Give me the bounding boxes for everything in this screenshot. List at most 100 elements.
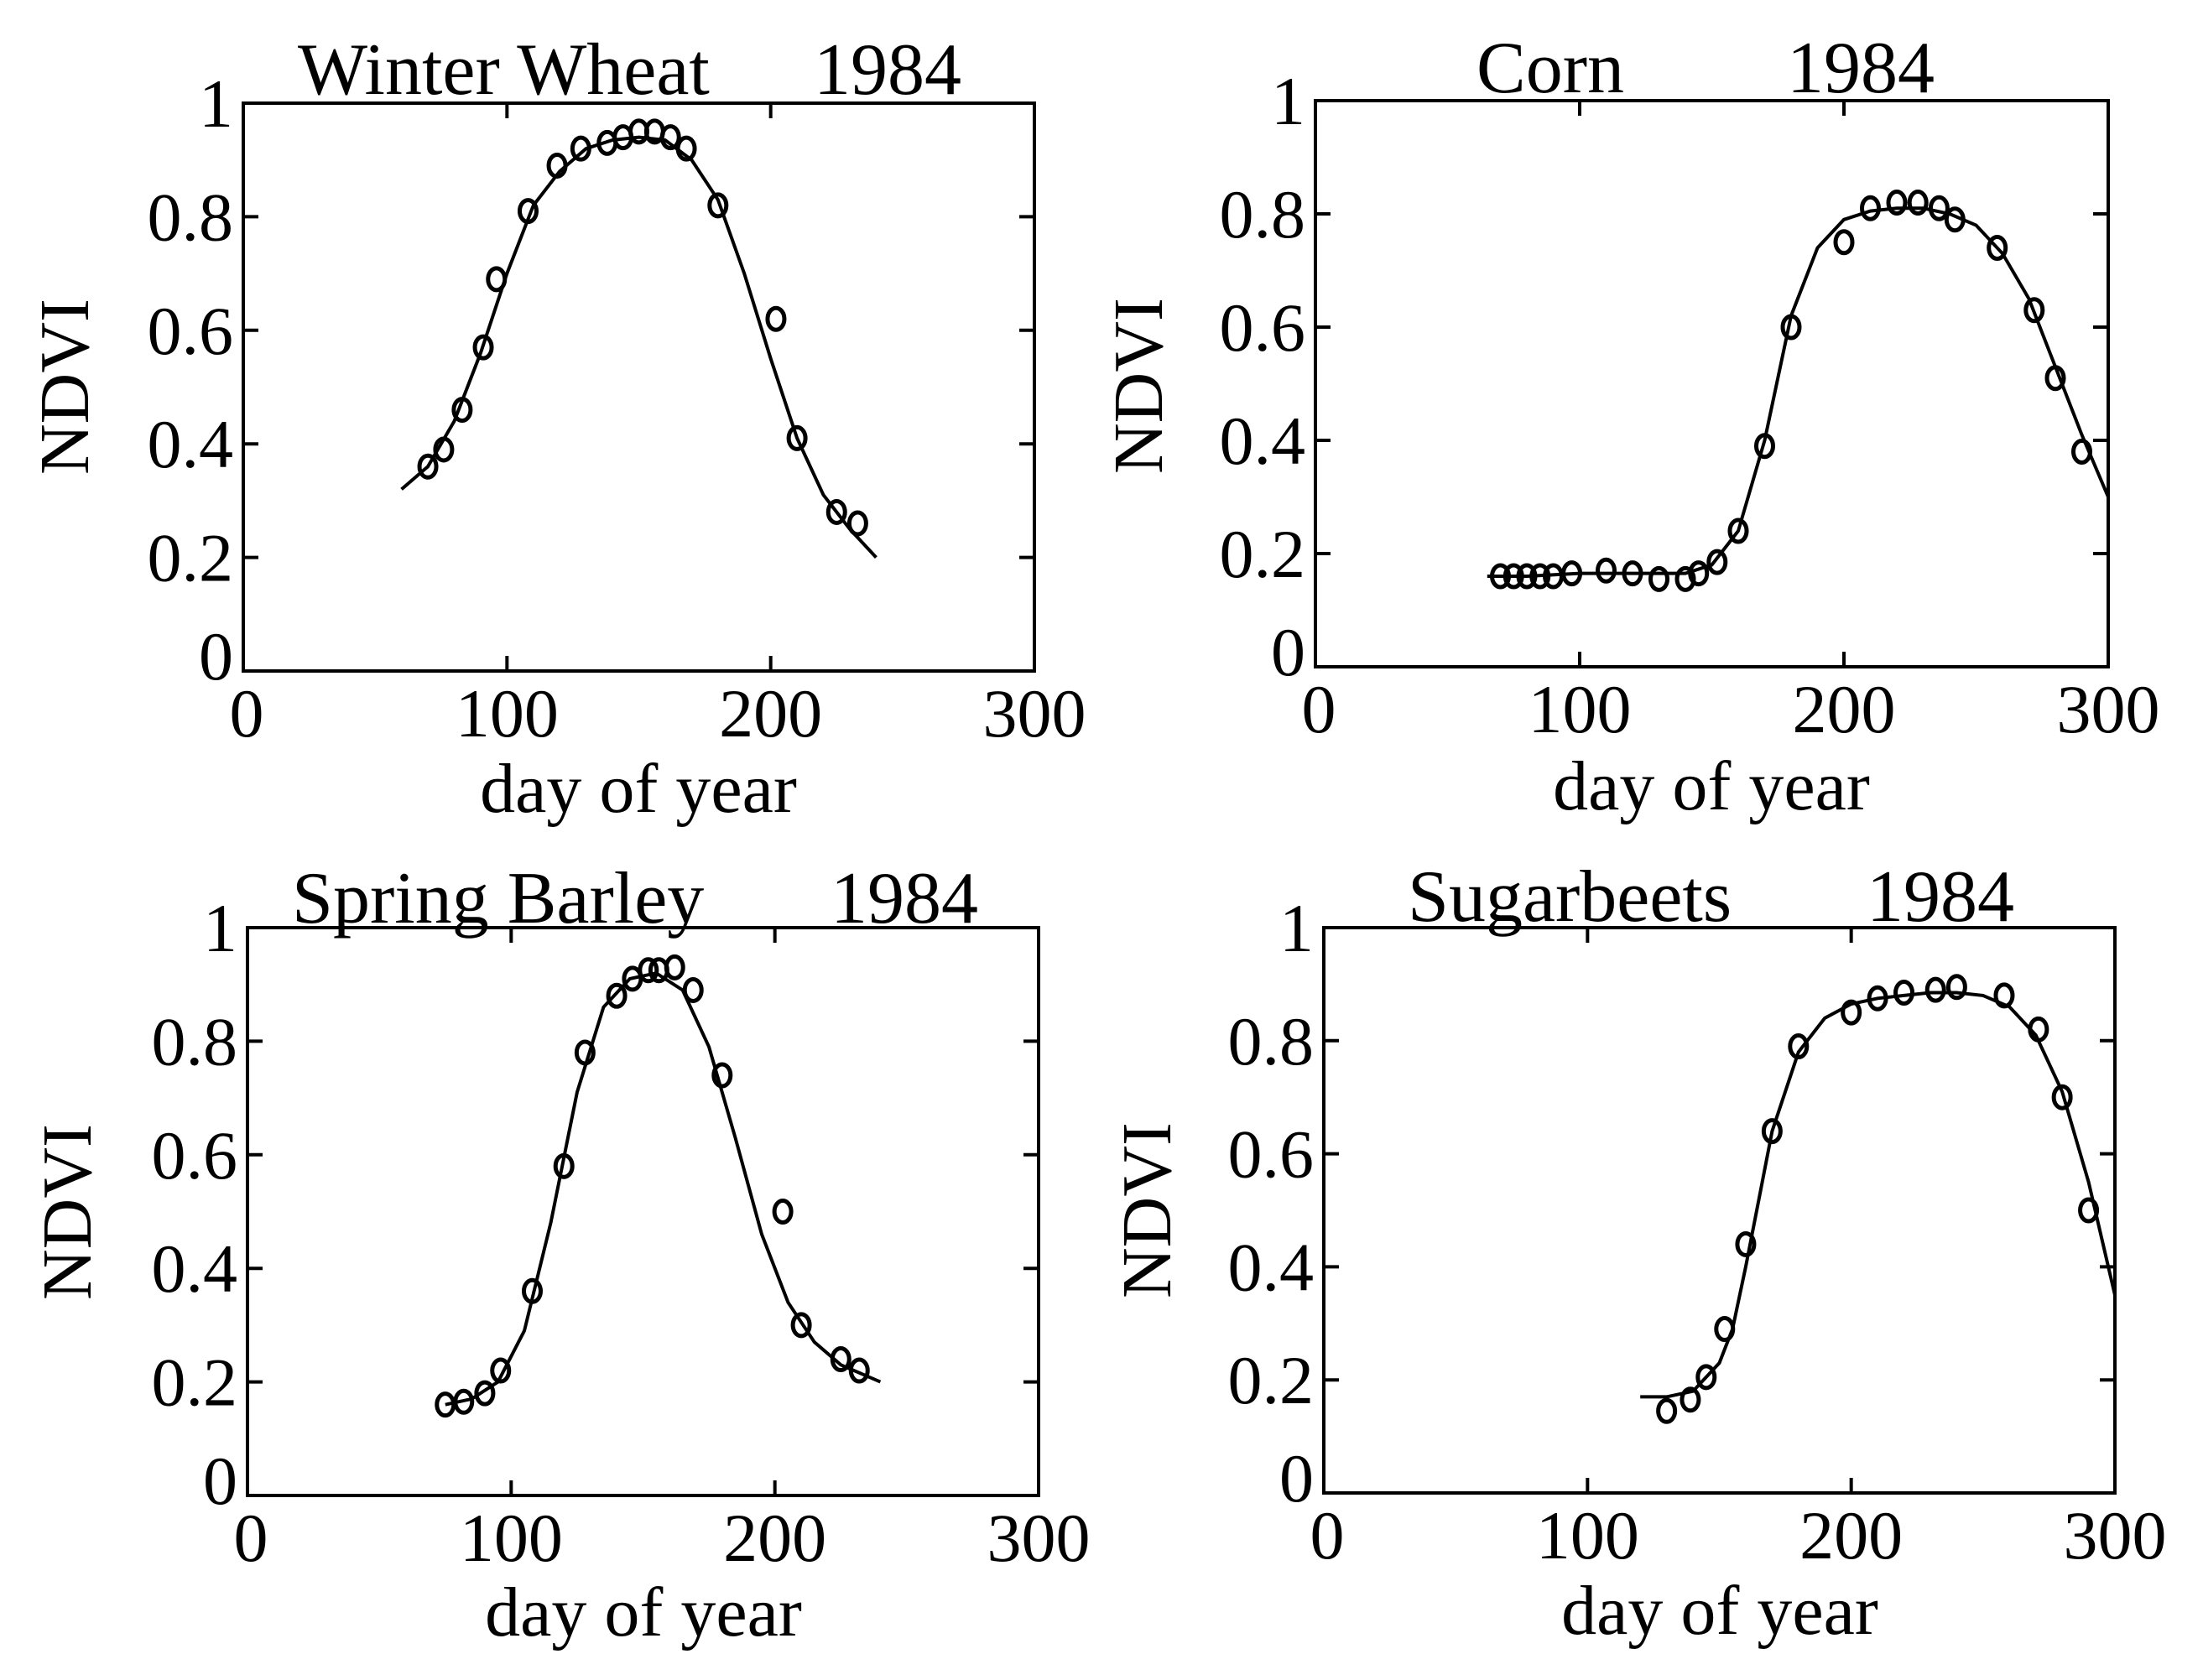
y-tick-label: 1 — [1271, 63, 1305, 139]
y-tick-label: 0.4 — [152, 1230, 238, 1307]
y-axis-label: NDVI — [1100, 298, 1178, 474]
data-point — [1680, 1386, 1701, 1413]
data-point — [675, 135, 697, 162]
x-tick-label: 300 — [2057, 671, 2160, 747]
fitted-curve — [1640, 991, 2117, 1399]
plot-frame — [1314, 99, 2110, 668]
y-tick-label: 1 — [203, 890, 237, 966]
data-point — [765, 305, 787, 332]
data-point — [1490, 563, 1511, 590]
y-tick-label: 0 — [1279, 1440, 1314, 1516]
data-point — [1860, 195, 1881, 221]
data-point — [1841, 999, 1862, 1026]
data-point — [1706, 549, 1728, 575]
x-tick-label: 0 — [1302, 671, 1336, 747]
x-axis-label: day of year — [485, 1573, 802, 1651]
y-tick-labels: 0 0.2 0.4 0.6 0.8 1 — [148, 65, 234, 694]
axis-ticks — [246, 926, 1040, 1497]
x-tick-labels: 0 100 200 300 — [1310, 1497, 2167, 1573]
fitted-curve — [445, 971, 882, 1407]
panel-title-year: 1984 — [1787, 28, 1935, 109]
data-point — [2051, 1084, 2073, 1110]
data-point — [786, 424, 808, 451]
data-point — [433, 436, 455, 463]
panel-winter-wheat: Winter Wheat 1984 0 0.2 0.4 0.6 0.8 1 0 … — [26, 29, 1086, 828]
x-tick-label: 300 — [2064, 1497, 2167, 1573]
panel-title-year: 1984 — [831, 858, 978, 939]
data-point — [1924, 976, 1946, 1003]
data-point — [451, 397, 473, 424]
x-tick-labels: 0 100 200 300 — [1302, 671, 2160, 747]
data-point — [1788, 1033, 1810, 1060]
data-point — [772, 1199, 794, 1225]
data-point — [486, 266, 508, 293]
data-point — [1656, 1397, 1678, 1424]
x-tick-labels: 0 100 200 300 — [234, 1500, 1091, 1576]
y-tick-label: 0 — [1271, 614, 1305, 690]
data-point — [521, 1277, 543, 1304]
data-point — [1727, 518, 1749, 544]
panel-title-crop: Winter Wheat — [298, 29, 710, 111]
data-point — [1695, 1364, 1717, 1391]
observed-points — [1656, 974, 2100, 1424]
y-tick-label: 0.4 — [1228, 1229, 1315, 1305]
data-point — [790, 1312, 812, 1339]
data-point — [1688, 560, 1710, 587]
panel-sugarbeets: Sugarbeets 1984 0 0.2 0.4 0.6 0.8 1 0 10… — [1108, 856, 2167, 1650]
y-tick-labels: 0 0.2 0.4 0.6 0.8 1 — [1228, 890, 1315, 1516]
data-point — [474, 1380, 496, 1407]
y-tick-label: 0.6 — [152, 1117, 238, 1194]
data-point — [1503, 563, 1524, 590]
y-tick-label: 0.2 — [152, 1345, 238, 1421]
y-tick-label: 0.2 — [1228, 1342, 1315, 1418]
panel-spring-barley: Spring Barley 1984 0 0.2 0.4 0.6 0.8 1 0… — [29, 858, 1091, 1651]
x-tick-labels: 0 100 200 300 — [230, 675, 1086, 752]
data-point — [1761, 1118, 1783, 1145]
fitted-curve — [1487, 206, 2110, 578]
panel-title-crop: Spring Barley — [292, 858, 704, 939]
y-tick-label: 0.2 — [148, 520, 234, 596]
data-point — [1893, 980, 1915, 1006]
fitted-curve — [400, 135, 878, 559]
data-point — [664, 954, 685, 980]
data-point — [1928, 195, 1950, 221]
x-tick-label: 100 — [456, 675, 559, 752]
plot-frame — [246, 926, 1040, 1497]
data-point — [1622, 560, 1643, 587]
data-point — [2071, 439, 2092, 465]
observed-points — [1490, 190, 2092, 592]
panel-title-crop: Corn — [1476, 28, 1624, 109]
data-point — [638, 957, 659, 984]
data-point — [1886, 190, 1908, 216]
y-tick-label: 0 — [199, 618, 233, 694]
panel-corn: Corn 1984 0 0.2 0.4 0.6 0.8 1 0 100 200 … — [1100, 28, 2160, 825]
data-point — [453, 1388, 475, 1415]
data-point — [1529, 563, 1551, 590]
y-tick-label: 0.6 — [148, 293, 234, 369]
data-point — [2028, 1016, 2049, 1043]
data-point — [417, 453, 439, 480]
data-point — [553, 1152, 575, 1179]
y-tick-label: 1 — [199, 65, 233, 142]
data-point — [546, 152, 568, 179]
observed-points — [435, 954, 870, 1418]
y-tick-label: 0 — [203, 1443, 237, 1519]
x-axis-label: day of year — [1561, 1572, 1878, 1650]
data-point — [2023, 297, 2045, 324]
axis-ticks — [242, 101, 1036, 673]
plot-frame — [242, 101, 1036, 673]
observed-points — [417, 118, 868, 537]
data-point — [1867, 985, 1888, 1012]
x-tick-label: 0 — [1310, 1497, 1345, 1573]
x-axis-label: day of year — [480, 750, 797, 828]
data-point — [1735, 1230, 1757, 1257]
data-point — [1516, 563, 1538, 590]
data-point — [570, 135, 591, 162]
x-tick-label: 200 — [723, 1500, 826, 1576]
y-axis-label: NDVI — [26, 299, 104, 475]
y-tick-label: 0.4 — [148, 406, 234, 482]
y-tick-labels: 0 0.2 0.4 0.6 0.8 1 — [1220, 63, 1306, 690]
data-point — [2078, 1197, 2100, 1224]
panel-title-crop: Sugarbeets — [1408, 856, 1732, 938]
panel-title-year: 1984 — [814, 29, 961, 111]
